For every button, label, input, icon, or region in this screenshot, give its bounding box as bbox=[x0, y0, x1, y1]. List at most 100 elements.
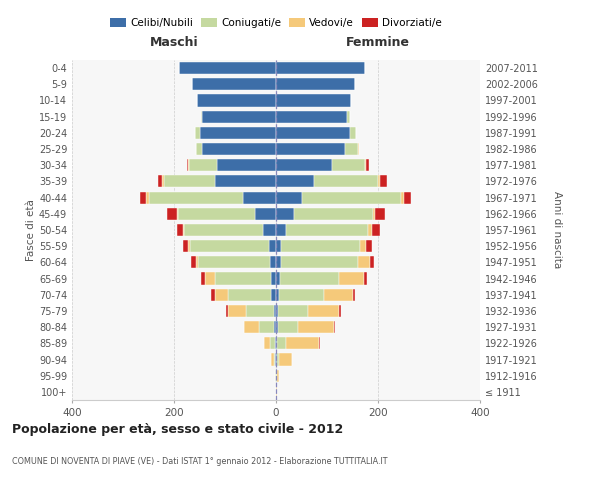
Bar bbox=[278, 288, 325, 301]
Bar bbox=[270, 256, 276, 268]
Bar bbox=[162, 176, 164, 188]
Bar bbox=[192, 78, 276, 90]
Bar bbox=[176, 208, 178, 220]
Bar bbox=[404, 192, 411, 203]
Bar bbox=[276, 240, 281, 252]
Bar bbox=[294, 208, 373, 220]
Bar bbox=[339, 272, 364, 284]
Legend: Celibi/Nubili, Coniugati/e, Vedovi/e, Divorziati/e: Celibi/Nubili, Coniugati/e, Vedovi/e, Di… bbox=[110, 18, 442, 28]
Bar bbox=[243, 192, 276, 203]
Text: Femmine: Femmine bbox=[346, 36, 410, 49]
Bar bbox=[365, 159, 366, 172]
Bar bbox=[140, 192, 146, 203]
Bar bbox=[199, 127, 276, 139]
Bar bbox=[286, 224, 368, 236]
Bar bbox=[298, 321, 334, 333]
Bar bbox=[373, 208, 376, 220]
Bar bbox=[201, 110, 202, 122]
Bar bbox=[164, 176, 215, 188]
Bar bbox=[190, 240, 269, 252]
Bar bbox=[325, 288, 353, 301]
Bar bbox=[281, 256, 358, 268]
Bar bbox=[202, 143, 276, 155]
Bar bbox=[276, 272, 280, 284]
Text: COMUNE DI NOVENTA DI PIAVE (VE) - Dati ISTAT 1° gennaio 2012 - Elaborazione TUTT: COMUNE DI NOVENTA DI PIAVE (VE) - Dati I… bbox=[12, 458, 388, 466]
Bar bbox=[350, 127, 356, 139]
Bar bbox=[276, 110, 347, 122]
Bar bbox=[360, 240, 366, 252]
Bar bbox=[279, 354, 292, 366]
Bar bbox=[276, 370, 277, 382]
Bar bbox=[179, 62, 276, 74]
Bar bbox=[269, 240, 276, 252]
Bar bbox=[188, 159, 190, 172]
Bar bbox=[215, 288, 227, 301]
Bar bbox=[366, 240, 373, 252]
Bar bbox=[380, 176, 387, 188]
Bar bbox=[274, 305, 276, 317]
Bar bbox=[319, 338, 320, 349]
Bar bbox=[277, 370, 278, 382]
Bar bbox=[227, 288, 271, 301]
Bar bbox=[254, 208, 276, 220]
Bar bbox=[274, 321, 276, 333]
Bar bbox=[347, 110, 350, 122]
Bar bbox=[366, 159, 369, 172]
Bar bbox=[339, 305, 341, 317]
Bar bbox=[176, 224, 182, 236]
Bar bbox=[276, 256, 281, 268]
Bar bbox=[358, 256, 370, 268]
Bar bbox=[281, 240, 360, 252]
Bar bbox=[196, 127, 199, 139]
Bar bbox=[276, 127, 350, 139]
Bar bbox=[274, 354, 275, 366]
Bar bbox=[276, 143, 345, 155]
Bar bbox=[167, 208, 176, 220]
Bar bbox=[276, 288, 278, 301]
Bar bbox=[376, 208, 385, 220]
Bar bbox=[276, 62, 365, 74]
Bar bbox=[199, 256, 270, 268]
Bar bbox=[184, 224, 263, 236]
Bar bbox=[302, 192, 401, 203]
Bar bbox=[277, 338, 286, 349]
Bar bbox=[401, 192, 404, 203]
Bar bbox=[370, 256, 374, 268]
Bar bbox=[275, 338, 276, 349]
Bar bbox=[158, 176, 162, 188]
Bar bbox=[278, 321, 298, 333]
Bar bbox=[246, 305, 274, 317]
Bar bbox=[358, 143, 359, 155]
Bar bbox=[202, 110, 276, 122]
Bar bbox=[276, 78, 355, 90]
Bar bbox=[196, 143, 202, 155]
Bar bbox=[364, 272, 367, 284]
Y-axis label: Anni di nascita: Anni di nascita bbox=[551, 192, 562, 268]
Bar bbox=[271, 272, 276, 284]
Bar bbox=[182, 224, 184, 236]
Bar bbox=[276, 208, 294, 220]
Bar bbox=[211, 288, 215, 301]
Bar bbox=[276, 338, 277, 349]
Bar bbox=[191, 256, 196, 268]
Bar bbox=[205, 272, 215, 284]
Bar bbox=[314, 176, 378, 188]
Bar bbox=[263, 224, 276, 236]
Text: Popolazione per età, sesso e stato civile - 2012: Popolazione per età, sesso e stato civil… bbox=[12, 422, 343, 436]
Bar bbox=[353, 288, 355, 301]
Bar bbox=[271, 354, 274, 366]
Bar bbox=[276, 159, 332, 172]
Bar bbox=[215, 176, 276, 188]
Bar bbox=[228, 305, 246, 317]
Y-axis label: Fasce di età: Fasce di età bbox=[26, 199, 36, 261]
Bar bbox=[278, 305, 308, 317]
Bar bbox=[332, 159, 365, 172]
Text: Maschi: Maschi bbox=[149, 36, 199, 49]
Bar bbox=[183, 240, 188, 252]
Bar bbox=[276, 224, 286, 236]
Bar bbox=[276, 176, 314, 188]
Bar bbox=[276, 94, 352, 106]
Bar bbox=[178, 208, 254, 220]
Bar bbox=[378, 176, 380, 188]
Bar bbox=[196, 256, 199, 268]
